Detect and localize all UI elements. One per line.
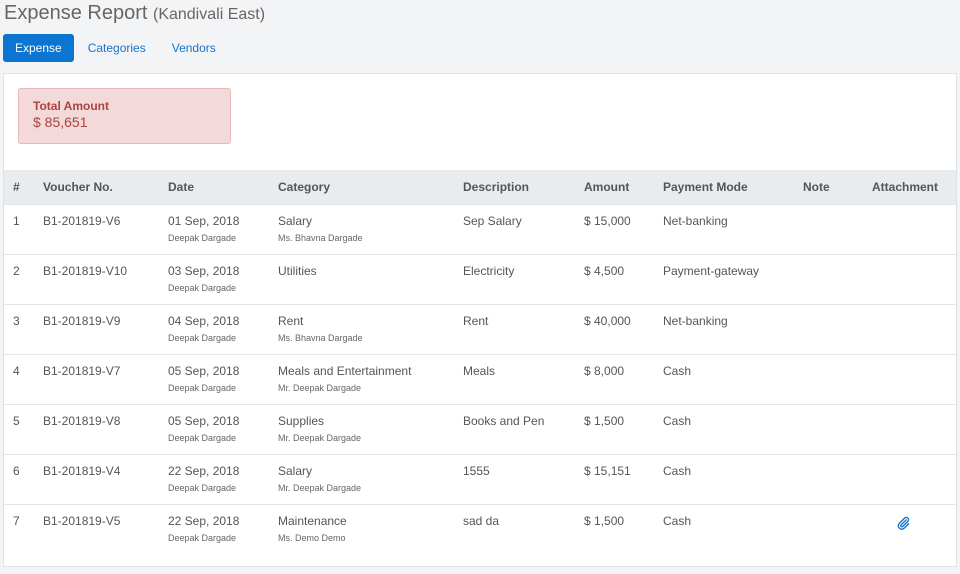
- total-amount-label: Total Amount: [33, 99, 109, 113]
- voucher-number: B1-201819-V4: [43, 464, 121, 478]
- row-number: 4: [13, 364, 20, 378]
- tab-bar: Expense Categories Vendors: [3, 34, 230, 62]
- category-person: Mr. Deepak Dargade: [278, 433, 362, 443]
- expense-category: Maintenance: [278, 514, 347, 528]
- expense-description: Books and Pen: [463, 414, 545, 428]
- expense-category: Supplies: [278, 414, 325, 428]
- table-row[interactable]: 1 B1-201819-V6 01 Sep, 2018 Deepak Dargade S…: [4, 204, 956, 255]
- category-person: Mr. Deepak Dargade: [278, 383, 362, 393]
- column-header[interactable]: Description: [463, 180, 530, 194]
- expense-category: Utilities: [278, 264, 317, 278]
- payment-mode: Cash: [663, 414, 692, 428]
- column-header[interactable]: Date: [168, 180, 195, 194]
- tab-expense[interactable]: Expense: [3, 34, 74, 62]
- expense-date: 05 Sep, 2018: [168, 364, 240, 378]
- voucher-number: B1-201819-V9: [43, 314, 121, 328]
- expense-amount: $ 40,000: [584, 314, 631, 328]
- table-row[interactable]: 7 B1-201819-V5 22 Sep, 2018 Deepak Dargade M…: [4, 504, 956, 555]
- table-row[interactable]: 3 B1-201819-V9 04 Sep, 2018 Deepak Dargade R…: [4, 304, 956, 355]
- expense-date: 22 Sep, 2018: [168, 464, 240, 478]
- page-title: Expense Report (Kandivali East): [4, 2, 265, 25]
- expense-description: sad da: [463, 514, 500, 528]
- voucher-number: B1-201819-V6: [43, 214, 121, 228]
- expense-amount: $ 15,000: [584, 214, 631, 228]
- category-person: Ms. Bhavna Dargade: [278, 233, 363, 243]
- date-created-by: Deepak Dargade: [168, 333, 237, 343]
- expense-category: Rent: [278, 314, 304, 328]
- page-title-text: Expense Report: [4, 2, 148, 24]
- date-created-by: Deepak Dargade: [168, 233, 237, 243]
- expense-amount: $ 4,500: [584, 264, 625, 278]
- table-header-row: # Voucher No. Date Category Description …: [4, 170, 956, 205]
- expense-description: Sep Salary: [463, 214, 522, 228]
- payment-mode: Payment-gateway: [663, 264, 760, 278]
- table-row[interactable]: 5 B1-201819-V8 05 Sep, 2018 Deepak Dargade S…: [4, 404, 956, 455]
- category-person: Ms. Demo Demo: [278, 533, 346, 543]
- column-header[interactable]: Note: [803, 180, 830, 194]
- voucher-number: B1-201819-V10: [43, 264, 128, 278]
- column-header[interactable]: Category: [278, 180, 331, 194]
- row-number: 6: [13, 464, 20, 478]
- expense-description: Rent: [463, 314, 489, 328]
- expense-date: 01 Sep, 2018: [168, 214, 240, 228]
- column-header[interactable]: Amount: [584, 180, 630, 194]
- category-person: Mr. Deepak Dargade: [278, 483, 362, 493]
- expense-amount: $ 1,500: [584, 414, 625, 428]
- column-header[interactable]: Voucher No.: [43, 180, 113, 194]
- expense-description: Meals: [463, 364, 496, 378]
- category-person: Ms. Bhavna Dargade: [278, 333, 363, 343]
- table-row[interactable]: 6 B1-201819-V4 22 Sep, 2018 Deepak Dargade S…: [4, 454, 956, 505]
- date-created-by: Deepak Dargade: [168, 483, 237, 493]
- voucher-number: B1-201819-V8: [43, 414, 121, 428]
- expense-category: Salary: [278, 464, 313, 478]
- expense-date: 03 Sep, 2018: [168, 264, 240, 278]
- row-number: 7: [13, 514, 20, 528]
- payment-mode: Net-banking: [663, 314, 728, 328]
- total-amount-card: Total Amount $ 85,651: [18, 88, 231, 144]
- expense-amount: $ 15,151: [584, 464, 631, 478]
- expense-description: Electricity: [463, 264, 515, 278]
- expense-date: 04 Sep, 2018: [168, 314, 240, 328]
- tab-categories[interactable]: Categories: [87, 41, 146, 55]
- row-number: 3: [13, 314, 20, 328]
- column-header[interactable]: Payment Mode: [663, 180, 748, 194]
- voucher-number: B1-201819-V5: [43, 514, 121, 528]
- table-row[interactable]: 4 B1-201819-V7 05 Sep, 2018 Deepak Dargade M…: [4, 354, 956, 405]
- expense-amount: $ 8,000: [584, 364, 625, 378]
- expense-date: 22 Sep, 2018: [168, 514, 240, 528]
- total-amount-value: $ 85,651: [33, 114, 88, 130]
- column-header[interactable]: Attachment: [872, 180, 939, 194]
- table-row[interactable]: 2 B1-201819-V10 03 Sep, 2018 Deepak Dargade…: [4, 254, 956, 305]
- date-created-by: Deepak Dargade: [168, 433, 237, 443]
- paperclip-icon[interactable]: [896, 516, 910, 533]
- date-created-by: Deepak Dargade: [168, 383, 237, 393]
- column-header[interactable]: #: [13, 180, 20, 194]
- payment-mode: Net-banking: [663, 214, 728, 228]
- date-created-by: Deepak Dargade: [168, 283, 237, 293]
- expense-description: 1555: [463, 464, 490, 478]
- expense-category: Salary: [278, 214, 313, 228]
- voucher-number: B1-201819-V7: [43, 364, 121, 378]
- payment-mode: Cash: [663, 464, 692, 478]
- expense-table: # Voucher No. Date Category Description …: [4, 170, 956, 555]
- expense-category: Meals and Entertainment: [278, 364, 412, 378]
- expense-date: 05 Sep, 2018: [168, 414, 240, 428]
- row-number: 1: [13, 214, 20, 228]
- expense-panel: Total Amount $ 85,651 # Voucher No. Date…: [3, 73, 957, 567]
- date-created-by: Deepak Dargade: [168, 533, 237, 543]
- page-subtitle: (Kandivali East): [152, 6, 266, 23]
- expense-amount: $ 1,500: [584, 514, 625, 528]
- tab-vendors[interactable]: Vendors: [171, 41, 216, 55]
- payment-mode: Cash: [663, 364, 692, 378]
- payment-mode: Cash: [663, 514, 692, 528]
- row-number: 2: [13, 264, 20, 278]
- row-number: 5: [13, 414, 20, 428]
